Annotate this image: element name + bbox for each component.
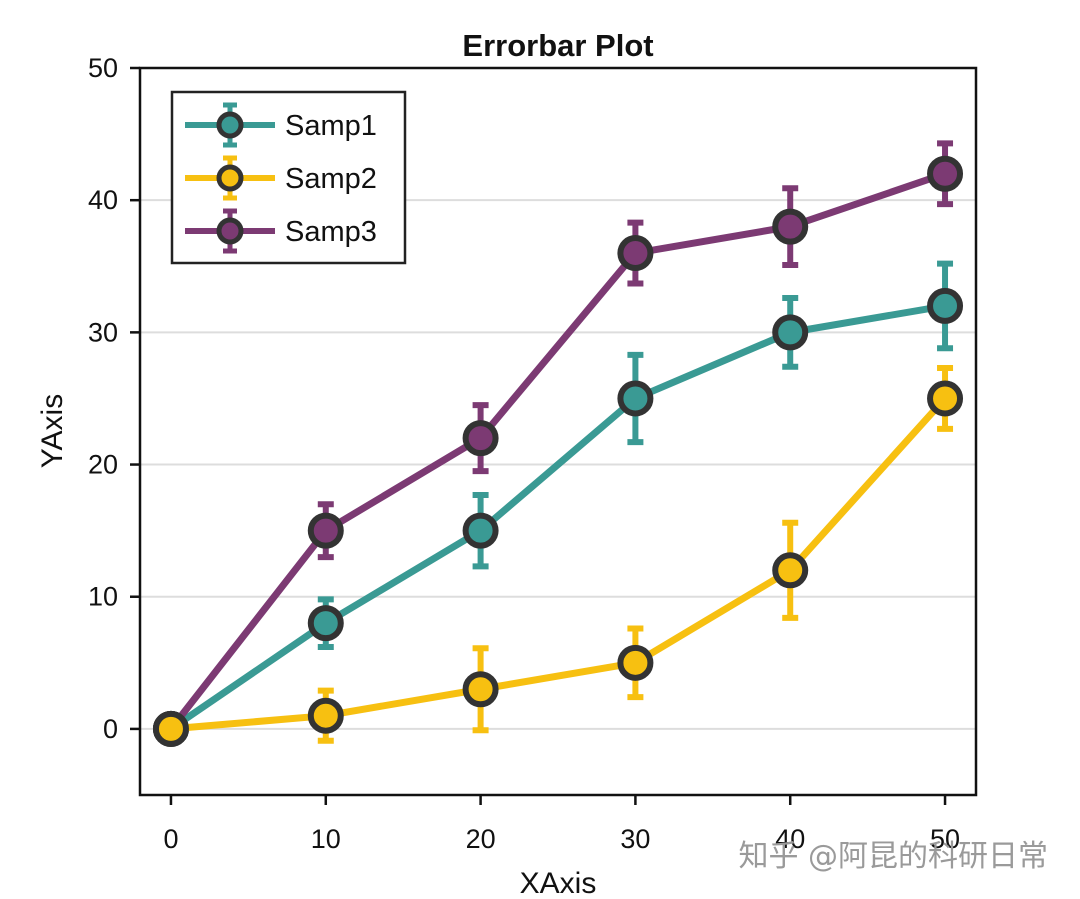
series-line <box>168 170 947 732</box>
legend-marker <box>216 111 244 139</box>
data-point <box>927 155 964 192</box>
x-tick-label: 40 <box>775 824 805 854</box>
data-point <box>927 380 964 417</box>
y-tick-label: 40 <box>88 185 118 215</box>
legend: Samp1 Samp2 Samp3 <box>170 90 407 265</box>
x-axis-label: XAxis <box>520 867 597 899</box>
x-tick-label: 0 <box>163 824 178 854</box>
legend-label: Samp1 <box>285 110 377 142</box>
x-tick-label: 50 <box>930 824 960 854</box>
series-layer <box>152 140 964 747</box>
series-line <box>168 302 946 732</box>
data-point <box>772 208 809 245</box>
y-tick-label: 10 <box>88 582 118 612</box>
legend-marker <box>216 164 244 192</box>
y-axis-label: YAxis <box>36 394 69 468</box>
watermark-text: 知乎 @阿昆的科研日常 <box>738 839 1048 874</box>
data-point <box>307 605 344 642</box>
chart-title: Errorbar Plot <box>462 28 653 63</box>
series-line <box>170 396 948 733</box>
plot-frame <box>138 66 978 797</box>
x-tick-label: 30 <box>620 824 650 854</box>
data-point <box>617 235 654 272</box>
y-tick-label: 30 <box>88 317 118 347</box>
x-tick-label: 20 <box>466 824 496 854</box>
y-tick-label: 20 <box>88 450 118 480</box>
tick-layer: 0 10 20 30 40 50 0 10 20 30 40 50 <box>88 53 960 854</box>
series-samp1 <box>152 260 964 747</box>
data-point <box>462 512 499 549</box>
data-point <box>772 552 809 589</box>
legend-label: Samp3 <box>285 216 377 248</box>
data-point <box>462 420 499 457</box>
data-point <box>772 314 809 351</box>
legend-label: Samp2 <box>285 163 377 195</box>
data-point <box>617 644 654 681</box>
data-point <box>152 710 189 747</box>
y-tick-label: 50 <box>88 53 118 83</box>
x-tick-label: 10 <box>311 824 341 854</box>
series-samp2 <box>152 365 964 747</box>
legend-marker <box>216 217 244 245</box>
data-point <box>307 697 344 734</box>
data-point <box>927 287 964 324</box>
data-point <box>617 380 654 417</box>
y-tick-label: 0 <box>103 714 118 744</box>
data-point <box>307 512 344 549</box>
data-point <box>462 671 499 708</box>
